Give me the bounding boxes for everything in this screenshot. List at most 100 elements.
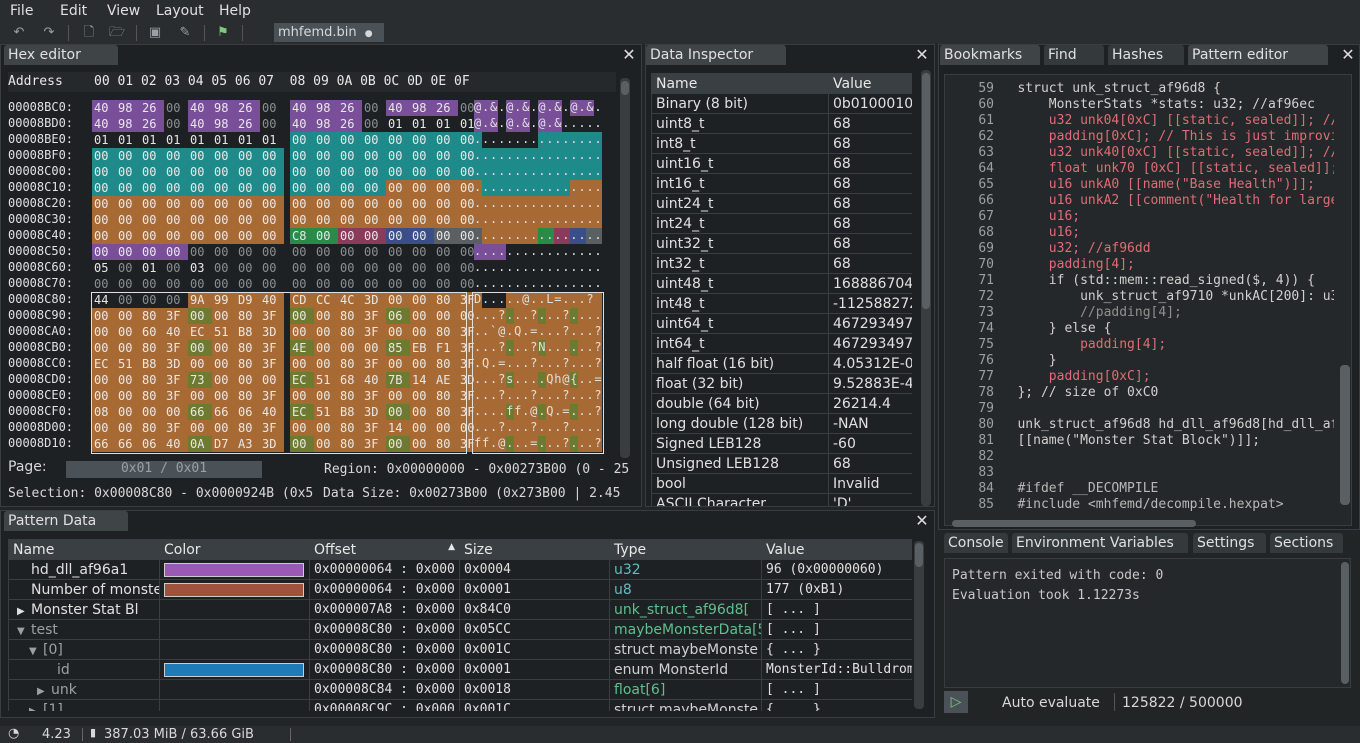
- hex-byte[interactable]: 14: [410, 372, 434, 388]
- hex-byte[interactable]: 3F: [458, 356, 482, 372]
- hex-byte[interactable]: 00: [386, 132, 410, 148]
- pattern-name-cell[interactable]: hd_dll_af96a1: [8, 559, 160, 580]
- hex-byte[interactable]: 0A: [188, 436, 212, 452]
- tab-settings[interactable]: Settings: [1193, 533, 1266, 553]
- hex-byte[interactable]: 00: [118, 293, 133, 307]
- inspector-value[interactable]: 68: [828, 113, 912, 134]
- hex-byte[interactable]: 00: [434, 196, 458, 212]
- hex-byte[interactable]: 80: [236, 308, 260, 324]
- inspector-value[interactable]: 68: [828, 253, 912, 274]
- hex-byte[interactable]: 00: [214, 261, 229, 275]
- hex-byte[interactable]: 00: [214, 245, 229, 259]
- column-color[interactable]: Color: [159, 539, 310, 560]
- hex-byte[interactable]: 00: [434, 308, 458, 324]
- hex-byte[interactable]: 26: [236, 100, 260, 116]
- hex-byte[interactable]: 00: [386, 180, 410, 196]
- inspector-value[interactable]: 4672934975: [828, 333, 912, 354]
- hex-byte[interactable]: 66: [188, 404, 212, 420]
- inspector-value[interactable]: -NAN: [828, 413, 912, 434]
- inspector-row[interactable]: int64_t4672934975: [651, 333, 912, 354]
- hex-byte[interactable]: 00: [92, 180, 116, 196]
- menu-view[interactable]: View: [107, 3, 141, 19]
- hex-byte[interactable]: 98: [314, 100, 338, 116]
- auto-evaluate-label[interactable]: Auto evaluate: [1002, 695, 1100, 711]
- hex-byte[interactable]: AE: [434, 372, 458, 388]
- hex-byte[interactable]: B8: [140, 356, 164, 372]
- hex-byte[interactable]: 00: [188, 180, 212, 196]
- hex-byte[interactable]: 00: [260, 180, 284, 196]
- hex-byte[interactable]: 3F: [260, 356, 284, 372]
- hex-byte[interactable]: 00: [386, 164, 410, 180]
- hex-byte[interactable]: 3F: [362, 436, 386, 452]
- hex-byte[interactable]: 98: [314, 116, 338, 132]
- hex-byte[interactable]: 00: [364, 277, 379, 291]
- hex-byte[interactable]: 00: [460, 277, 475, 291]
- inspector-row[interactable]: Signed LEB128 -60: [651, 433, 912, 454]
- hex-byte[interactable]: 00: [212, 308, 236, 324]
- hex-byte[interactable]: 00: [314, 164, 338, 180]
- hex-byte[interactable]: 00: [212, 340, 236, 356]
- hex-scrollbar[interactable]: [620, 78, 630, 458]
- column-type[interactable]: Type: [609, 539, 762, 560]
- pattern-row[interactable]: ▼ [0] 0x00008C80 : 0x000 0x001C struct maybe…: [8, 639, 912, 660]
- console-scrollbar[interactable]: [1341, 562, 1349, 684]
- hex-byte[interactable]: 00: [410, 196, 434, 212]
- hex-byte[interactable]: 00: [410, 404, 434, 420]
- hex-byte[interactable]: 00: [236, 164, 260, 180]
- hex-byte[interactable]: 3D: [260, 436, 284, 452]
- hex-byte[interactable]: B8: [236, 324, 260, 340]
- hex-byte[interactable]: 98: [116, 116, 140, 132]
- hex-byte[interactable]: 03: [190, 261, 205, 275]
- hex-byte[interactable]: 00: [410, 180, 434, 196]
- hex-byte[interactable]: 51: [116, 356, 140, 372]
- hex-byte[interactable]: 00: [314, 196, 338, 212]
- hex-byte[interactable]: 00: [436, 277, 451, 291]
- hex-byte[interactable]: 00: [316, 277, 331, 291]
- tab-bookmarks[interactable]: Bookmarks: [940, 45, 1040, 65]
- hex-byte[interactable]: 01: [142, 261, 157, 275]
- hex-byte[interactable]: 80: [140, 372, 164, 388]
- hex-byte[interactable]: 73: [188, 372, 212, 388]
- hex-byte[interactable]: 00: [434, 420, 458, 436]
- hex-byte[interactable]: 68: [338, 372, 362, 388]
- hex-byte[interactable]: A3: [236, 436, 260, 452]
- hex-byte[interactable]: 00: [140, 148, 164, 164]
- hex-byte[interactable]: 00: [140, 228, 164, 244]
- hex-byte[interactable]: 00: [338, 228, 362, 244]
- hex-byte[interactable]: 40: [92, 100, 116, 116]
- hex-byte[interactable]: 00: [362, 228, 386, 244]
- hex-byte[interactable]: 00: [94, 277, 109, 291]
- hex-row-ascii[interactable]: ................: [474, 180, 603, 194]
- hex-byte[interactable]: 00: [164, 180, 188, 196]
- hex-byte[interactable]: 3F: [458, 340, 482, 356]
- hex-byte[interactable]: 00: [340, 277, 355, 291]
- hex-byte[interactable]: 80: [236, 388, 260, 404]
- hex-byte[interactable]: 00: [116, 308, 140, 324]
- hex-row-ascii[interactable]: ...?s....Qh@{..=: [474, 372, 603, 386]
- hex-byte[interactable]: 00: [362, 180, 386, 196]
- hex-byte[interactable]: 66: [116, 436, 140, 452]
- menu-edit[interactable]: Edit: [60, 3, 88, 19]
- hex-byte[interactable]: 00: [92, 308, 116, 324]
- hex-byte[interactable]: 3F: [260, 388, 284, 404]
- hex-byte[interactable]: 00: [388, 245, 403, 259]
- hex-byte[interactable]: 00: [116, 324, 140, 340]
- hex-byte[interactable]: 00: [338, 180, 362, 196]
- hex-byte[interactable]: 00: [92, 212, 116, 228]
- tab-hex-editor[interactable]: Hex editor: [4, 45, 118, 65]
- expand-arrow-icon[interactable]: ▶: [37, 685, 45, 697]
- hex-byte[interactable]: 00: [410, 436, 434, 452]
- hex-byte[interactable]: 00: [164, 404, 188, 420]
- hex-byte[interactable]: 00: [188, 308, 212, 324]
- hex-byte[interactable]: 00: [262, 261, 277, 275]
- hex-byte[interactable]: C8: [290, 228, 314, 244]
- hex-byte[interactable]: EC: [290, 372, 314, 388]
- hex-byte[interactable]: 00: [314, 212, 338, 228]
- hex-byte[interactable]: 51: [314, 404, 338, 420]
- hex-byte[interactable]: 00: [410, 132, 434, 148]
- hex-byte[interactable]: 00: [290, 388, 314, 404]
- hex-byte[interactable]: 80: [140, 308, 164, 324]
- hex-byte[interactable]: 4E: [290, 340, 314, 356]
- hex-byte[interactable]: 00: [386, 404, 410, 420]
- hex-byte[interactable]: 00: [92, 420, 116, 436]
